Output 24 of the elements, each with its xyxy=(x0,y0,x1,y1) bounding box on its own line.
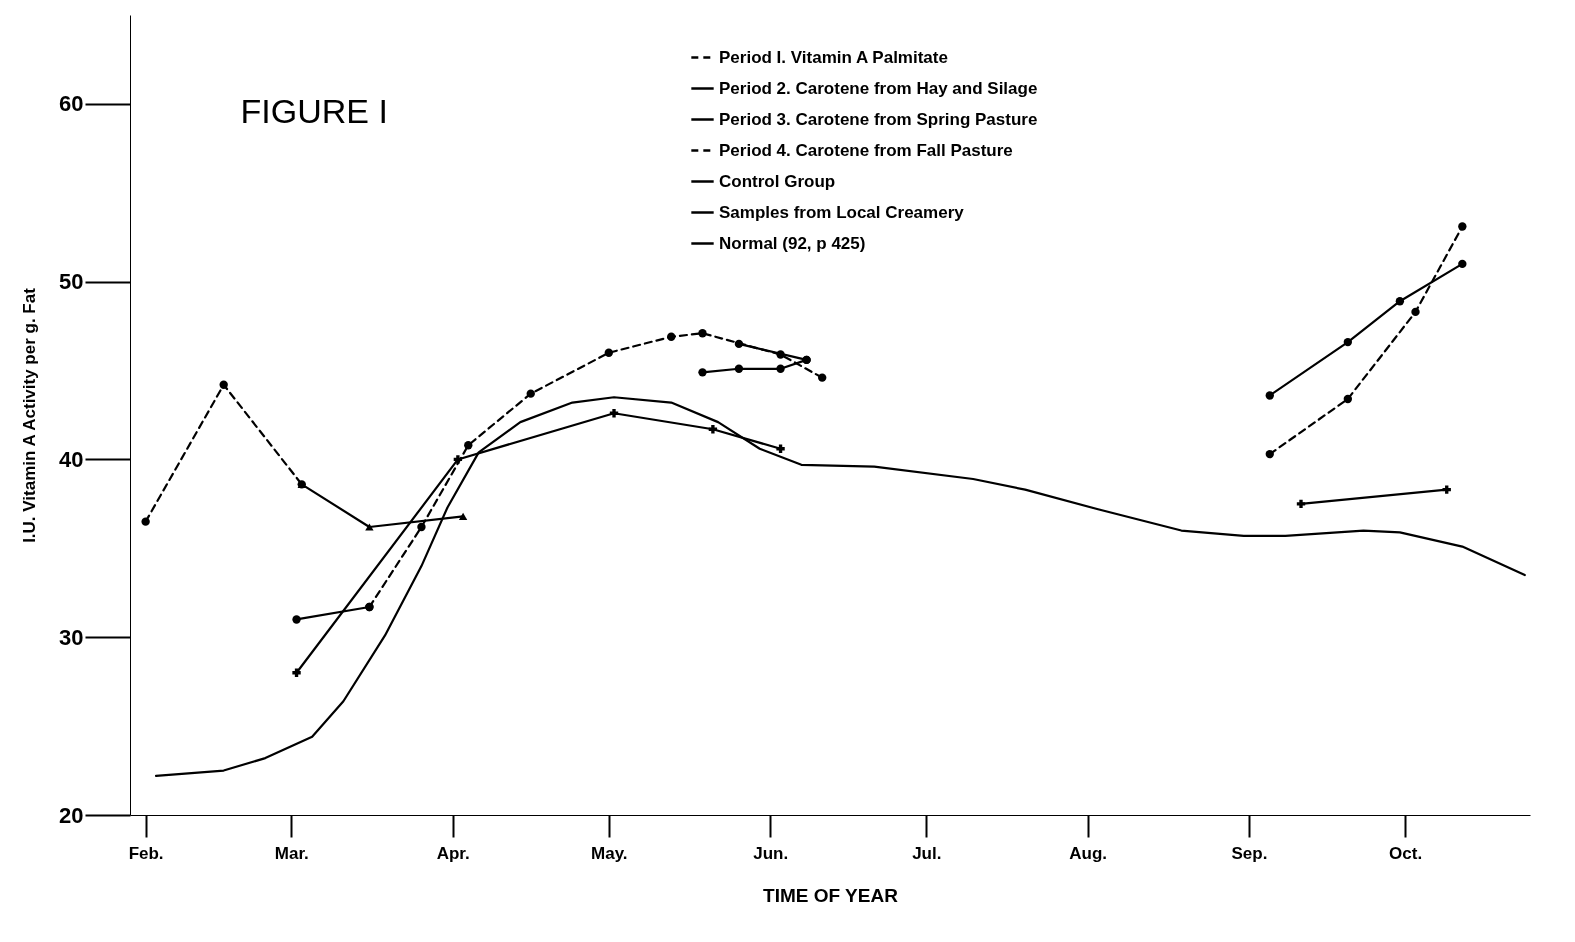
text: FIGURE I xyxy=(240,92,388,130)
legend-label: Period I. Vitamin A Palmitate xyxy=(719,47,948,67)
legend-label: Period 3. Carotene from Spring Pasture xyxy=(719,109,1038,129)
x-tick-label: Sep. xyxy=(1231,843,1268,863)
y-tick-label: 40 xyxy=(59,446,84,472)
legend-label: Period 4. Carotene from Fall Pasture xyxy=(719,140,1013,160)
x-axis-title: TIME OF YEAR xyxy=(763,884,899,906)
x-tick-label: Apr. xyxy=(436,843,470,863)
x-tick-label: Jul. xyxy=(912,843,942,863)
x-tick-label: Feb. xyxy=(128,843,164,863)
x-tick-label: Oct. xyxy=(1389,843,1423,863)
y-tick-label: 60 xyxy=(59,91,84,117)
y-tick-label: 20 xyxy=(59,802,84,828)
x-tick-label: Aug. xyxy=(1069,843,1108,863)
x-tick-label: May. xyxy=(591,843,628,863)
x-tick-label: Mar. xyxy=(274,843,309,863)
legend-label: Control Group xyxy=(719,171,836,191)
y-tick-label: 50 xyxy=(59,269,84,295)
y-tick-label: 30 xyxy=(59,624,84,650)
legend-label: Normal (92, p 425) xyxy=(719,233,866,253)
legend-label: Period 2. Carotene from Hay and Silage xyxy=(719,78,1038,98)
legend-label: Samples from Local Creamery xyxy=(719,202,965,222)
x-tick-label: Jun. xyxy=(753,843,789,863)
y-axis-title: I.U. Vitamin A Activity per g. Fat xyxy=(20,287,40,543)
